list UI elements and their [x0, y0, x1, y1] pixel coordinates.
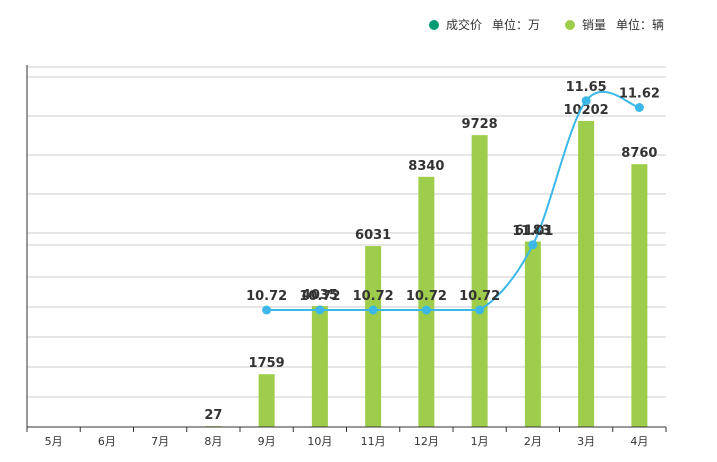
- x-tick-labels: 5月 6月 7月 8月 9月 10月 11月 12月 1月 2月 3月 4月: [45, 435, 649, 448]
- bar-data-label: 1759: [249, 356, 285, 371]
- line-point: [581, 96, 591, 106]
- bar-data-label: 10202: [564, 103, 609, 118]
- x-tick-label: 5月: [45, 435, 63, 448]
- x-tick-label: 9月: [258, 435, 276, 448]
- legend-label: 销量: [582, 18, 606, 32]
- line-data-label: 10.72: [459, 289, 500, 304]
- line-point: [421, 305, 431, 315]
- axes: [26, 65, 667, 432]
- legend: 成交价 单位：万 销量 单位：辆: [429, 17, 664, 32]
- line-point: [368, 305, 378, 315]
- x-tick-label: 8月: [204, 435, 222, 448]
- line-data-labels: 10.72 10.72 10.72 10.72 10.72 11.01 11.65 11.62: [246, 80, 660, 304]
- line-point: [262, 305, 272, 315]
- x-tick-label: 7月: [151, 435, 169, 448]
- bar: [365, 246, 382, 427]
- legend-unit: 单位：辆: [616, 17, 664, 32]
- line-data-label: 11.65: [566, 80, 607, 95]
- line-point: [315, 305, 325, 315]
- bar: [258, 374, 275, 427]
- line-data-label: 10.72: [246, 289, 287, 304]
- line-data-label: 10.72: [299, 289, 340, 304]
- x-tick-label: 3月: [577, 435, 595, 448]
- line-series: [262, 91, 644, 315]
- x-tick-label: 4月: [630, 435, 648, 448]
- line-point: [634, 103, 644, 112]
- bar-data-label: 6183: [515, 224, 551, 239]
- line-point: [475, 305, 485, 315]
- x-tick-label: 6月: [98, 435, 116, 448]
- line-data-label: 11.01: [512, 224, 553, 239]
- legend-label: 成交价: [446, 17, 482, 32]
- bar: [418, 176, 435, 427]
- grid-lines: [27, 66, 666, 398]
- legend-unit: 单位：万: [492, 17, 540, 32]
- line-data-label: 11.62: [619, 87, 660, 102]
- x-tick-label: 12月: [414, 435, 439, 448]
- x-tick-label: 1月: [471, 435, 489, 448]
- bar-series: [205, 120, 648, 427]
- bar: [311, 305, 328, 427]
- bar: [524, 241, 541, 427]
- bar: [471, 135, 488, 427]
- line-point: [528, 240, 538, 250]
- x-tick-label: 11月: [361, 435, 386, 448]
- x-tick-label: 2月: [524, 435, 542, 448]
- bar-data-labels: 27 1759 4035 6031 8340 9728 6183 10202 8760: [204, 103, 657, 423]
- legend-marker: [429, 20, 439, 30]
- line-data-label: 10.72: [353, 289, 394, 304]
- legend-marker: [565, 20, 575, 30]
- bar: [631, 164, 648, 427]
- bar-data-label: 27: [204, 408, 222, 423]
- x-tick-label: 10月: [307, 435, 332, 448]
- bar-data-label: 4035: [302, 288, 338, 303]
- bar-data-label: 8760: [621, 146, 657, 161]
- bar: [578, 120, 595, 427]
- bar-data-label: 9728: [462, 117, 498, 132]
- bar-data-label: 6031: [355, 228, 391, 243]
- bar-data-label: 8340: [408, 159, 444, 174]
- line-data-label: 10.72: [406, 289, 447, 304]
